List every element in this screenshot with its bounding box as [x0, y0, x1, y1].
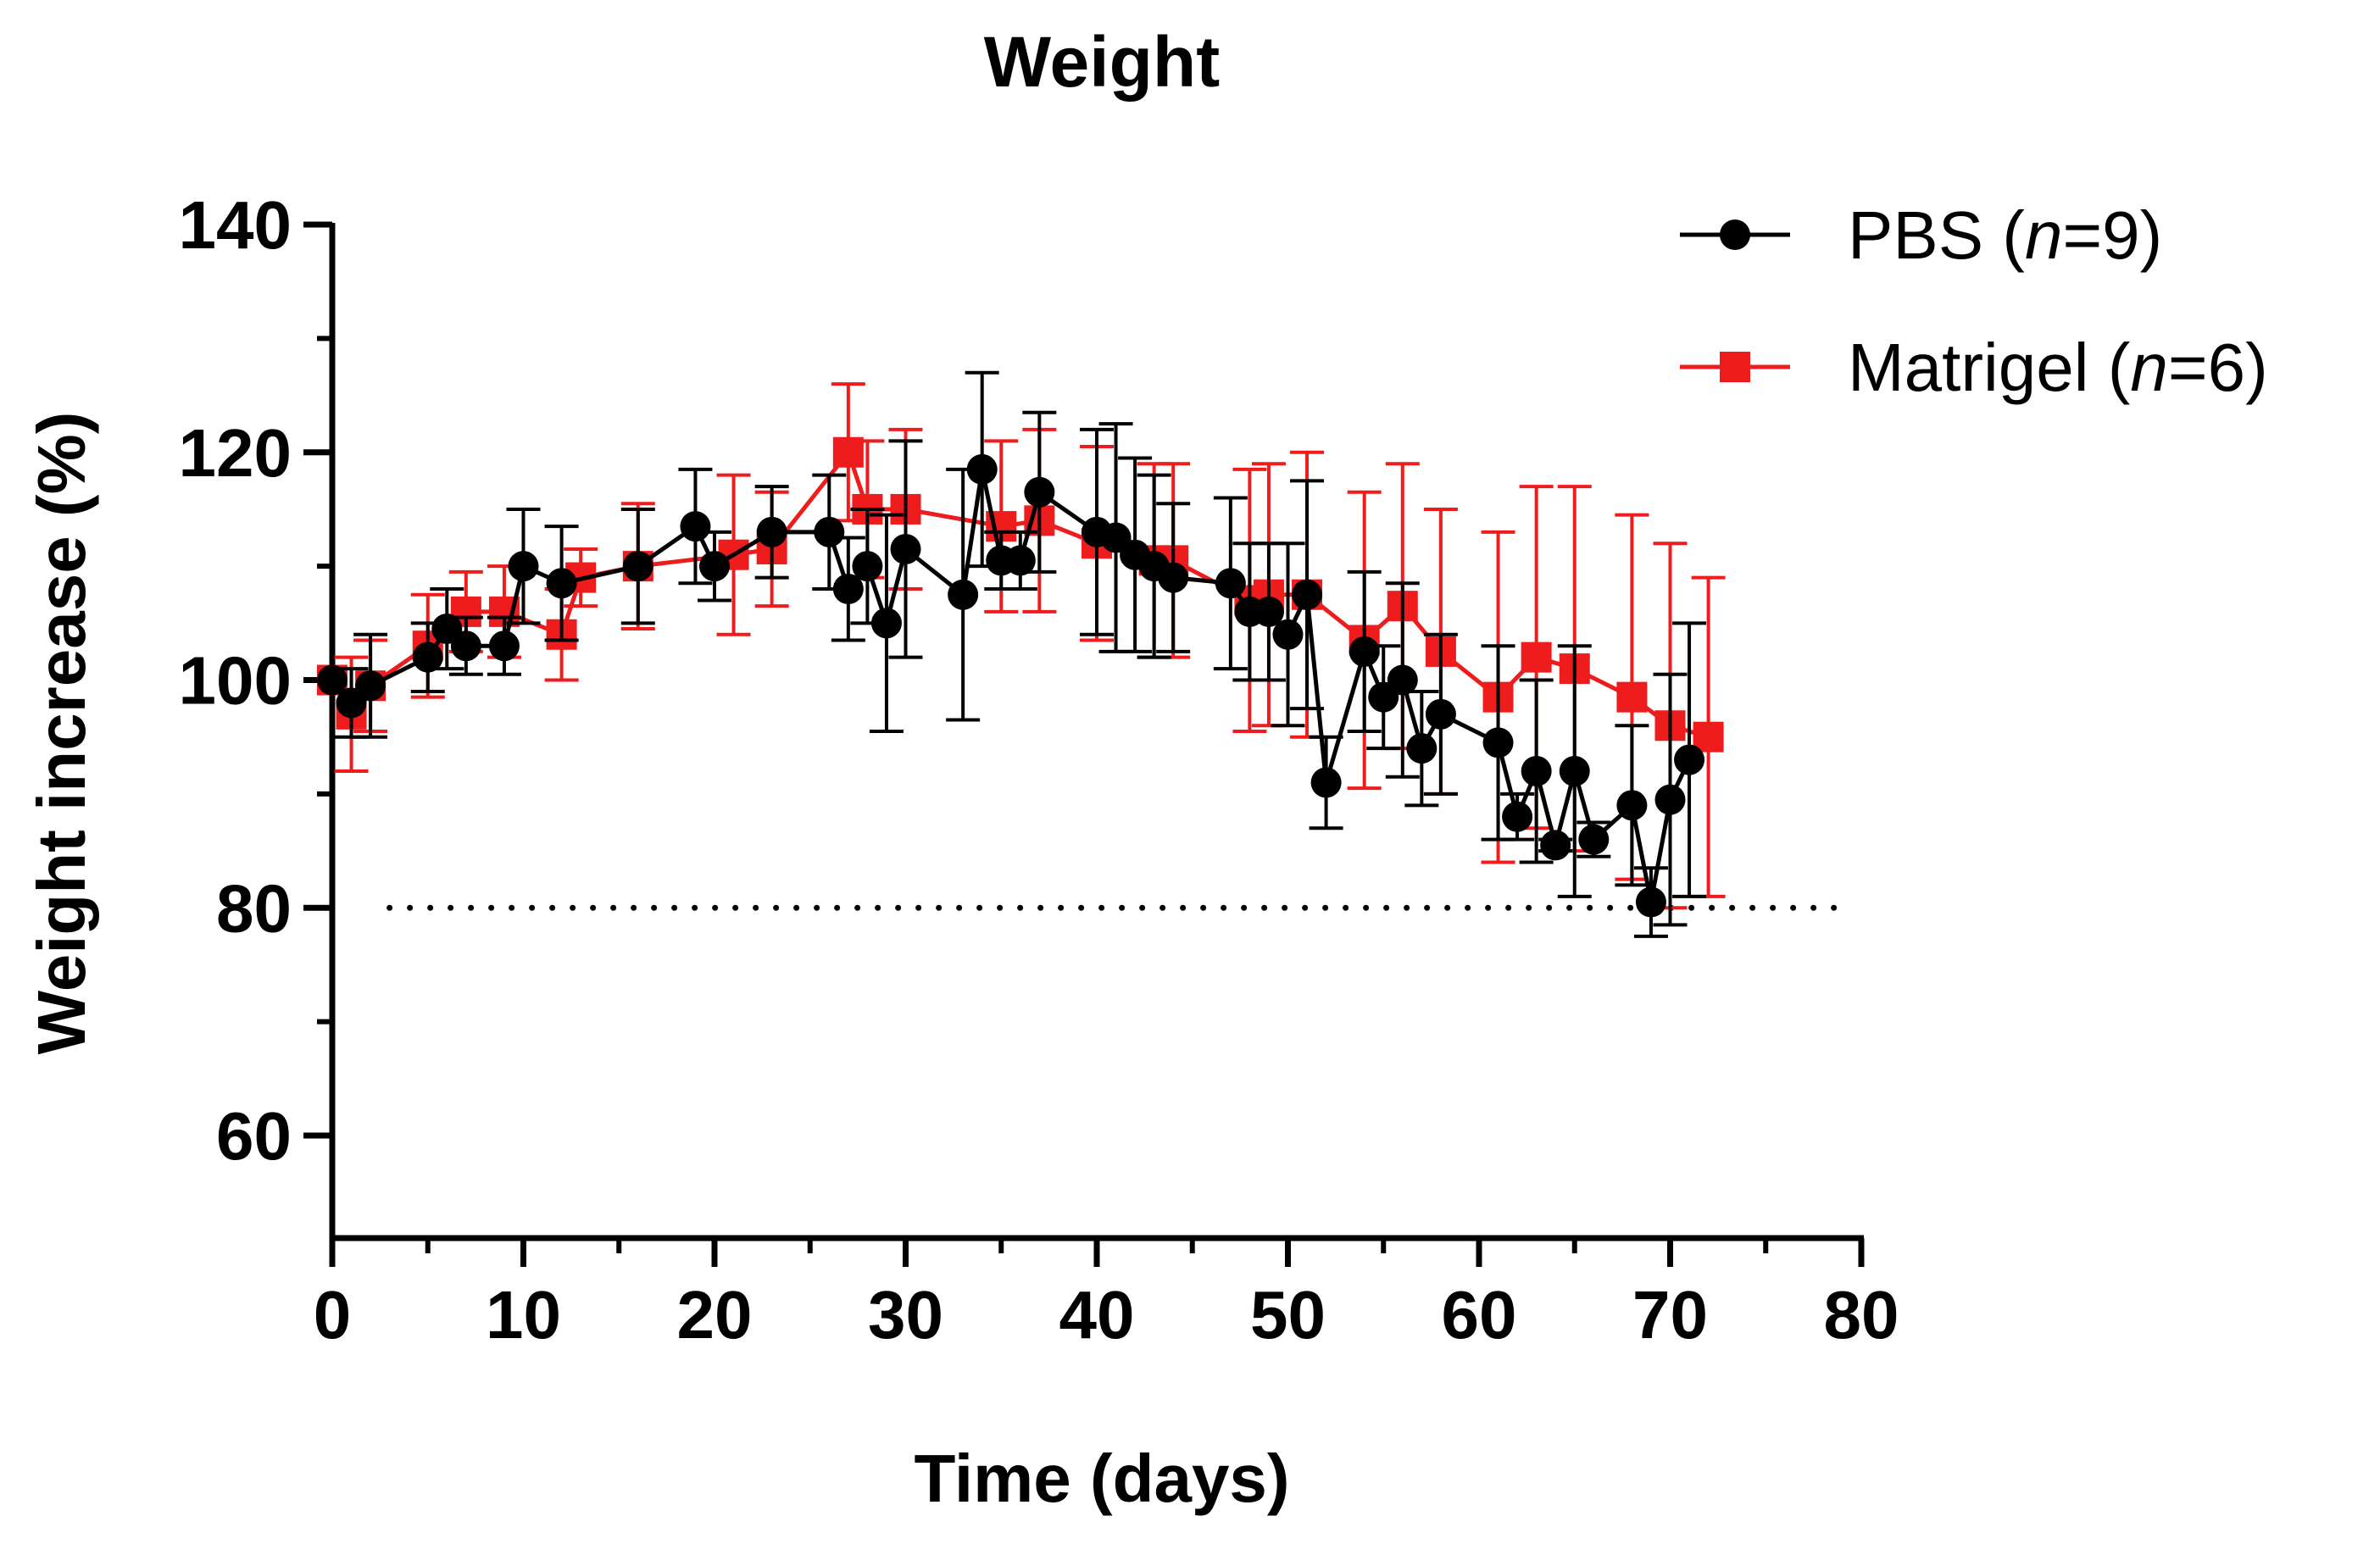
- axes: 60 80 100 120 140 0 10 20 30 40 50 60 70 80: [179, 187, 1899, 1352]
- data-point: [488, 630, 520, 662]
- data-point: [1158, 562, 1189, 593]
- data-point: [756, 516, 787, 547]
- data-point: [622, 551, 653, 582]
- x-tick-label: 60: [1442, 1277, 1517, 1352]
- data-point: [1693, 721, 1724, 753]
- y-axis-title: Weight increase (%): [24, 412, 99, 1055]
- x-tick-label: 20: [677, 1277, 753, 1352]
- x-tick-label: 80: [1824, 1277, 1899, 1352]
- data-point: [966, 453, 998, 485]
- legend-label-rest: =9): [2062, 197, 2162, 273]
- data-point: [948, 579, 979, 610]
- data-point: [814, 516, 845, 547]
- x-tick-label: 0: [314, 1277, 352, 1352]
- data-point: [1406, 733, 1437, 764]
- data-point: [412, 641, 443, 673]
- data-point: [1521, 641, 1552, 673]
- data-point: [1654, 784, 1686, 815]
- legend-label-main: Matrigel (: [1848, 330, 2131, 405]
- legend-marker: [1720, 352, 1750, 382]
- legend: PBS (n=9)Matrigel (n=6): [1680, 197, 2268, 405]
- legend-label: Matrigel (n=6): [1848, 330, 2268, 405]
- x-tick-label: 50: [1250, 1277, 1326, 1352]
- data-point: [1215, 568, 1246, 599]
- data-point: [680, 511, 711, 542]
- legend-label: PBS (n=9): [1848, 197, 2162, 273]
- data-point: [1292, 579, 1323, 610]
- data-point: [890, 533, 921, 564]
- series-group: [317, 370, 1726, 938]
- x-tick-label: 70: [1632, 1277, 1708, 1352]
- data-point: [355, 670, 386, 702]
- data-point: [1540, 830, 1571, 861]
- data-point: [1616, 790, 1648, 821]
- series-pbs: [317, 370, 1707, 938]
- data-point: [1578, 824, 1610, 855]
- legend-label-main: PBS (: [1848, 197, 2025, 273]
- data-point: [317, 664, 348, 696]
- data-point: [1348, 636, 1380, 667]
- data-point: [1387, 664, 1418, 696]
- data-point: [1616, 681, 1648, 713]
- data-point: [1024, 476, 1055, 508]
- x-tick-label: 10: [486, 1277, 561, 1352]
- legend-marker: [1720, 219, 1750, 250]
- data-point: [1253, 596, 1284, 627]
- legend-item: PBS (n=9): [1680, 197, 2162, 273]
- legend-item: Matrigel (n=6): [1680, 330, 2268, 405]
- data-point: [699, 551, 730, 582]
- chart-title: Weight: [984, 22, 1220, 102]
- y-tick-label: 100: [179, 643, 292, 719]
- data-point: [1310, 767, 1342, 798]
- data-point: [1674, 744, 1705, 775]
- x-axis-title: Time (days): [914, 1441, 1289, 1516]
- legend-label-rest: =6): [2168, 330, 2268, 405]
- x-tick-label: 40: [1059, 1277, 1135, 1352]
- data-point: [852, 551, 883, 582]
- legend-label-italic: n: [2130, 330, 2168, 405]
- data-point: [1635, 886, 1666, 918]
- data-point: [508, 551, 539, 582]
- data-point: [1559, 756, 1590, 786]
- data-point: [1272, 619, 1304, 650]
- data-point: [1482, 727, 1514, 758]
- data-point: [1521, 756, 1552, 786]
- y-tick-label: 120: [179, 415, 292, 491]
- x-tick-label: 30: [868, 1277, 943, 1352]
- data-point: [1502, 801, 1533, 832]
- y-tick-label: 140: [179, 187, 292, 263]
- data-point: [870, 608, 902, 639]
- y-tick-label: 80: [216, 870, 292, 946]
- legend-label-italic: n: [2025, 197, 2063, 273]
- data-point: [832, 574, 864, 604]
- data-point: [832, 436, 864, 468]
- data-point: [1004, 545, 1036, 576]
- data-point: [450, 630, 481, 662]
- y-tick-label: 60: [216, 1098, 292, 1174]
- data-point: [546, 568, 577, 599]
- data-point: [1425, 698, 1456, 730]
